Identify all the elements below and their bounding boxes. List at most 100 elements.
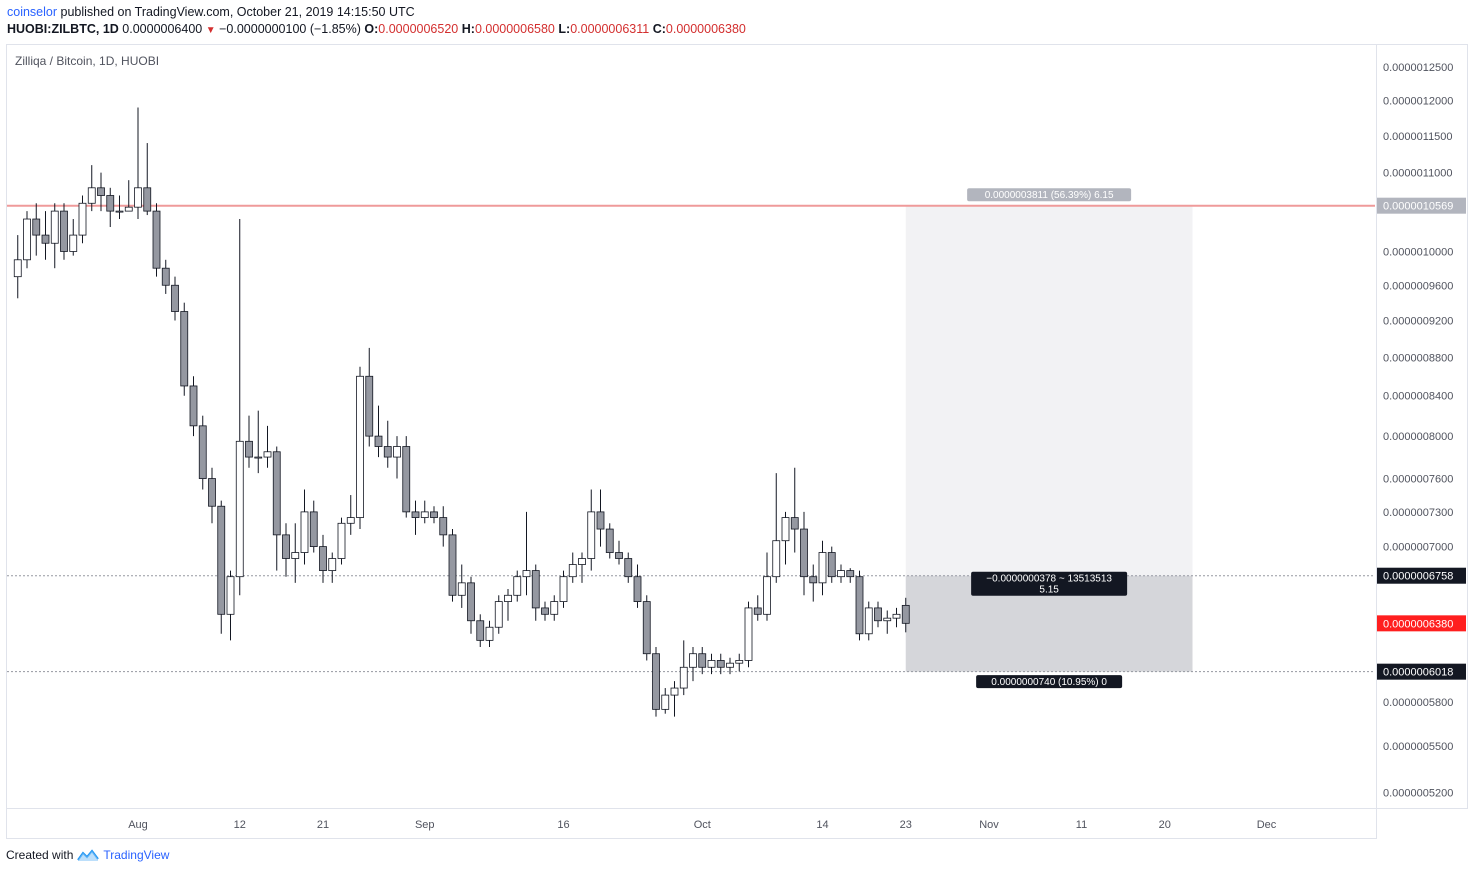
candle-body	[300, 511, 309, 553]
pane-title: Zilliqa / Bitcoin, 1D, HUOBI	[15, 54, 160, 68]
y-tick-label: 0.0000005800	[1383, 697, 1453, 709]
x-tick-label: 23	[900, 819, 912, 831]
candle-body	[883, 617, 892, 622]
candle-body	[855, 576, 864, 635]
candle-body	[420, 511, 429, 518]
tradingview-link[interactable]: TradingView	[103, 848, 170, 862]
candle-body	[837, 570, 845, 578]
stop-badge: 0.0000006018	[1383, 667, 1453, 679]
entry-badge: 0.0000006758	[1383, 571, 1453, 583]
tradingview-logo-icon	[77, 849, 100, 861]
candle-body	[87, 187, 96, 204]
price-axis[interactable]	[1376, 44, 1468, 809]
candle-body	[124, 206, 133, 212]
candle-body	[152, 210, 161, 269]
candle-body	[13, 259, 22, 278]
author-link[interactable]: coinselor	[7, 5, 58, 19]
candle-body	[615, 552, 623, 559]
candle-body	[171, 284, 179, 312]
candle-body	[198, 425, 207, 479]
entry-label-bg	[971, 571, 1128, 596]
x-tick-label: 14	[816, 819, 828, 831]
candle-body	[254, 456, 263, 459]
candle-body	[69, 234, 78, 252]
candle-body	[652, 653, 660, 710]
candle-body	[809, 576, 818, 584]
stop-label-bg	[976, 675, 1123, 689]
y-tick-label: 0.0000007000	[1383, 542, 1453, 554]
x-tick-label: 16	[557, 819, 569, 831]
y-tick-label: 0.0000012000	[1383, 96, 1453, 108]
candle-body	[846, 570, 855, 578]
candle-body	[818, 552, 827, 584]
candle-body	[790, 517, 799, 530]
candle-body	[633, 576, 642, 602]
y-tick-label: 0.0000008800	[1383, 352, 1453, 364]
candle-body	[550, 601, 559, 615]
candle-body	[596, 511, 605, 530]
down-arrow-icon: ▼	[205, 25, 216, 36]
entry-badge-bg	[1377, 567, 1466, 584]
high-label: H:	[461, 22, 475, 36]
candle-body	[568, 564, 577, 578]
candle-body	[374, 435, 383, 447]
candle-body	[698, 653, 707, 668]
candle-body	[494, 601, 503, 628]
entry-label-text: 5.15	[1039, 585, 1059, 596]
candle-body	[291, 552, 300, 559]
last-price-badge-bg	[1377, 615, 1466, 632]
candle-body	[605, 528, 614, 553]
candle-body	[448, 534, 457, 596]
y-tick-label: 0.0000008400	[1383, 391, 1453, 403]
footer: Created with TradingView	[6, 848, 169, 862]
candle-body	[309, 511, 318, 548]
candle-body	[772, 540, 781, 578]
y-tick-label: 0.0000008000	[1383, 431, 1453, 443]
candle-body	[642, 601, 651, 655]
resistance-badge: 0.0000010569	[1383, 201, 1453, 213]
candle-body	[522, 570, 531, 578]
candle-body	[346, 517, 355, 524]
candle-body	[402, 446, 411, 513]
candle-body	[115, 210, 124, 213]
candle-body	[328, 558, 337, 571]
candle-body	[282, 534, 290, 559]
target-zone	[905, 205, 1193, 576]
candle-body	[476, 620, 485, 641]
time-axis[interactable]	[6, 808, 1377, 839]
x-tick-label: 12	[234, 819, 246, 831]
candle-body	[735, 660, 744, 664]
candle-body	[559, 576, 568, 602]
x-tick-label: Dec	[1257, 819, 1277, 831]
candle-body	[716, 660, 725, 668]
open-label: O:	[364, 22, 379, 36]
open-value: 0.0000006520	[378, 22, 459, 36]
price-change: −0.0000000100 (−1.85%)	[219, 22, 361, 36]
candle-body	[106, 195, 115, 212]
x-tick-label: Sep	[415, 819, 435, 831]
candle-body	[800, 528, 808, 578]
candle-body	[753, 607, 762, 615]
candle-body	[393, 446, 401, 458]
entry-label-text: −0.0000000378 ~ 13513513	[986, 574, 1112, 585]
candle-body	[901, 604, 910, 624]
x-tick-label: Nov	[979, 819, 999, 831]
close-label: C:	[652, 22, 666, 36]
candle-body	[467, 582, 475, 622]
candle-body	[319, 546, 327, 571]
chart-pane[interactable]	[6, 44, 1377, 809]
candle-body	[670, 687, 679, 696]
candle-body	[661, 694, 670, 710]
last-price-badge: 0.0000006380	[1383, 618, 1453, 630]
candle-body	[365, 375, 374, 437]
candle-body	[337, 522, 346, 559]
candle-body	[60, 210, 68, 252]
candle-body	[134, 187, 142, 208]
candle-body	[208, 478, 216, 507]
y-tick-label: 0.0000005200	[1383, 788, 1453, 800]
candle-body	[50, 210, 59, 244]
candle-body	[235, 440, 244, 578]
created-with-text: Created with	[6, 848, 74, 862]
x-tick-label: Aug	[128, 819, 148, 831]
